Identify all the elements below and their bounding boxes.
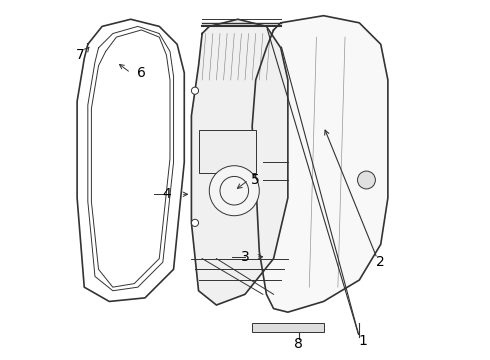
Bar — [252, 323, 323, 332]
Text: 6: 6 — [137, 66, 146, 80]
Text: 3: 3 — [241, 250, 249, 264]
Circle shape — [192, 87, 198, 94]
Circle shape — [358, 171, 375, 189]
Text: 4: 4 — [162, 187, 171, 201]
Bar — [198, 130, 256, 173]
Text: 8: 8 — [294, 337, 303, 351]
Text: 5: 5 — [251, 173, 260, 187]
Polygon shape — [252, 16, 388, 312]
Text: 2: 2 — [376, 255, 385, 269]
Circle shape — [192, 219, 198, 226]
Circle shape — [209, 166, 259, 216]
Text: 7: 7 — [76, 48, 85, 62]
Polygon shape — [192, 19, 288, 305]
Text: 1: 1 — [359, 334, 368, 348]
